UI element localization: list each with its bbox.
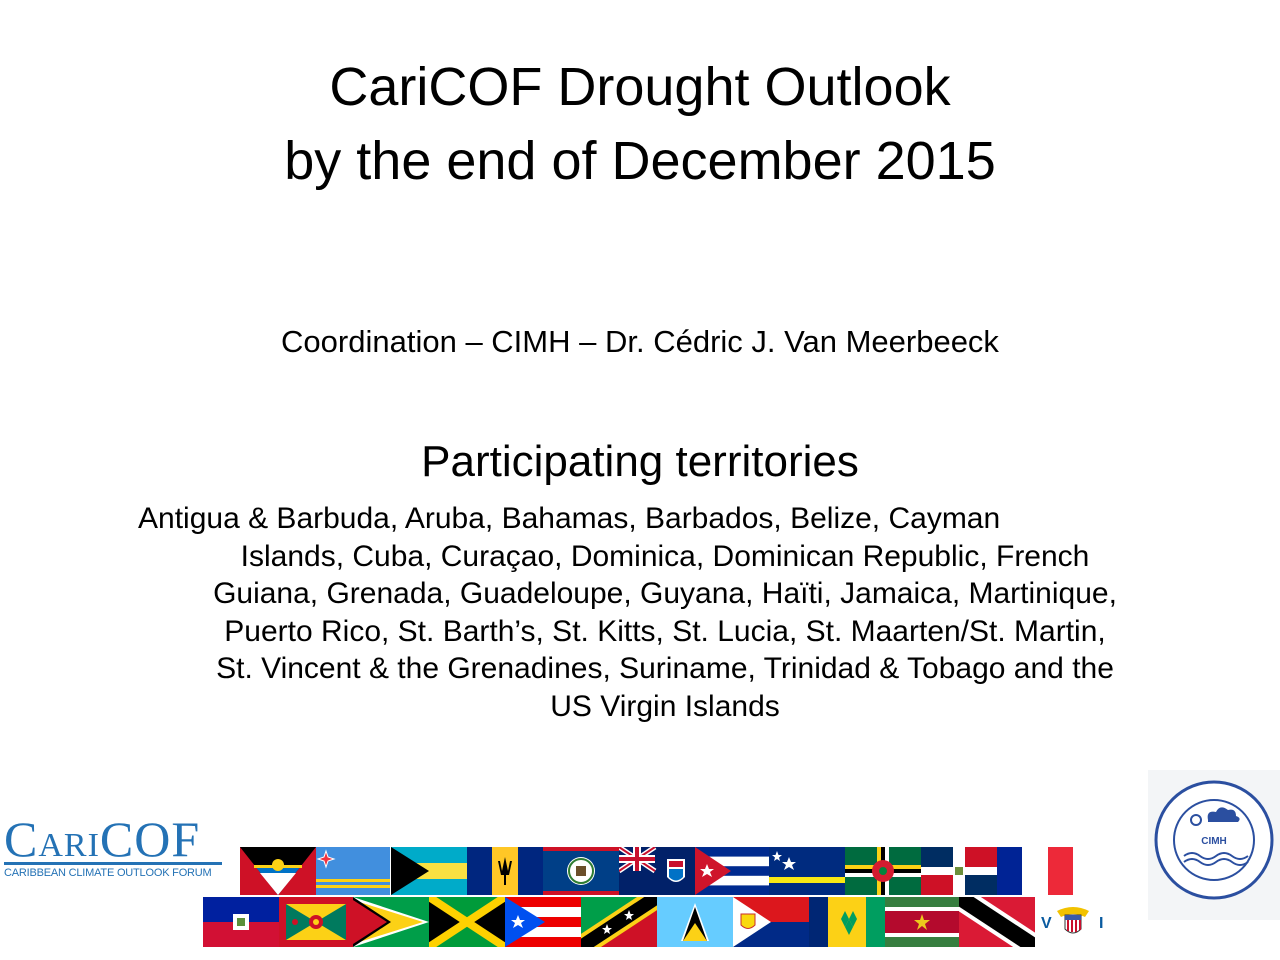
belize-flag [543, 847, 619, 895]
cimh-seal-icon: CIMH [1154, 780, 1274, 900]
territories-line: US Virgin Islands [550, 689, 780, 723]
cimh-abbr: CIMH [1201, 836, 1227, 847]
suriname-flag [885, 897, 959, 947]
title-line-2: by the end of December 2015 [284, 131, 996, 191]
caricof-logo: CARICOF CARIBBEAN CLIMATE OUTLOOK FORUM [4, 814, 222, 880]
slide-title: CariCOF Drought Outlook by the end of De… [0, 50, 1280, 198]
territories-line: St. Vincent & the Grenadines, Suriname, … [216, 652, 1114, 685]
grenada-flag [279, 897, 353, 947]
st-kitts-and-nevis-flag [581, 897, 657, 947]
cuba-flag [695, 847, 769, 895]
dominican-republic-flag [921, 847, 997, 895]
guyana-flag [353, 897, 429, 947]
curacao-flag [769, 847, 845, 895]
coordination-text: Coordination – CIMH – Dr. Cédric J. Van … [281, 324, 999, 359]
barbados-flag [467, 847, 543, 895]
territories-list: Antigua & Barbuda, Aruba, Bahamas, Barba… [110, 500, 1220, 725]
france-flag [997, 847, 1073, 895]
cayman-islands-flag [619, 847, 695, 895]
participating-heading: Participating territories [421, 437, 859, 486]
us-virgin-islands-flag: V I [1035, 897, 1111, 947]
territories-line: Islands, Cuba, Curaçao, Dominica, Domini… [240, 539, 1090, 573]
svg-text:I: I [1099, 915, 1103, 932]
jamaica-flag [429, 897, 505, 947]
caricof-wordmark: CARICOF [4, 811, 201, 867]
puerto-rico-flag [505, 897, 581, 947]
haiti-flag [203, 897, 279, 947]
dominica-flag [845, 847, 921, 895]
bahamas-flag [391, 847, 467, 895]
territories-line: Antigua & Barbuda, Aruba, Bahamas, Barba… [138, 502, 1001, 535]
caricof-rule [4, 862, 222, 865]
aruba-flag [316, 847, 390, 895]
territories-line: Puerto Rico, St. Barth’s, St. Kitts, St.… [224, 614, 1106, 648]
caricof-tagline: CARIBBEAN CLIMATE OUTLOOK FORUM [4, 867, 212, 879]
st-lucia-flag [657, 897, 733, 947]
svg-text:V: V [1041, 915, 1052, 932]
st-vincent-and-the-grenadines-flag [809, 897, 885, 947]
sint-maarten-flag [733, 897, 809, 947]
antigua-and-barbuda-flag [240, 847, 316, 895]
title-line-1: CariCOF Drought Outlook [329, 57, 951, 117]
trinidad-and-tobago-flag [959, 897, 1035, 947]
territories-line: Guiana, Grenada, Guadeloupe, Guyana, Haï… [213, 577, 1117, 610]
cimh-logo: CIMH [1148, 770, 1280, 920]
